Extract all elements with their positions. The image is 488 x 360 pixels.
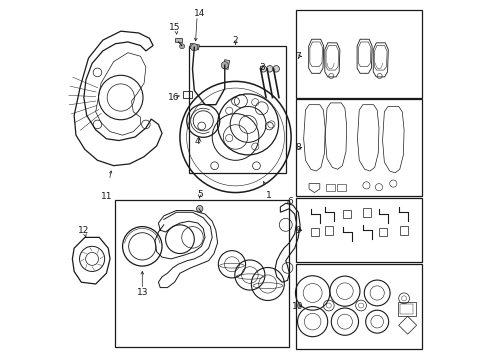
Bar [325, 226, 332, 234]
Text: 13: 13 [136, 288, 148, 297]
Text: 10: 10 [292, 302, 303, 311]
Text: 6: 6 [287, 197, 293, 206]
Circle shape [179, 44, 184, 49]
Circle shape [266, 66, 272, 72]
Bar [296, 99, 421, 196]
Bar [362, 208, 370, 217]
Circle shape [272, 66, 279, 72]
Text: 9: 9 [294, 226, 300, 235]
Text: 4: 4 [194, 137, 200, 146]
Text: 3: 3 [259, 63, 265, 72]
Bar [189, 43, 199, 50]
Text: 14: 14 [194, 9, 205, 18]
Bar [378, 228, 386, 236]
Bar [296, 264, 421, 348]
Bar [115, 200, 289, 347]
Bar [325, 184, 334, 191]
Bar [223, 60, 229, 69]
Bar [174, 38, 182, 42]
Text: 15: 15 [168, 23, 180, 32]
Circle shape [190, 44, 198, 51]
Circle shape [196, 206, 203, 212]
Bar [183, 91, 191, 98]
Bar [188, 45, 285, 173]
Circle shape [221, 62, 228, 69]
Circle shape [260, 66, 266, 72]
Text: 12: 12 [78, 226, 89, 235]
Bar [343, 210, 350, 219]
Text: 16: 16 [167, 93, 179, 102]
Text: 1: 1 [265, 190, 271, 199]
Bar [296, 10, 421, 98]
Bar [336, 184, 345, 191]
Text: 2: 2 [232, 36, 238, 45]
Text: 7: 7 [294, 52, 300, 61]
Text: 11: 11 [101, 192, 112, 201]
Bar [397, 302, 415, 316]
Bar [400, 226, 407, 234]
Bar [296, 198, 421, 262]
Bar [310, 228, 318, 236]
Text: 8: 8 [294, 143, 300, 152]
Text: 5: 5 [196, 190, 202, 199]
Bar [400, 305, 412, 315]
